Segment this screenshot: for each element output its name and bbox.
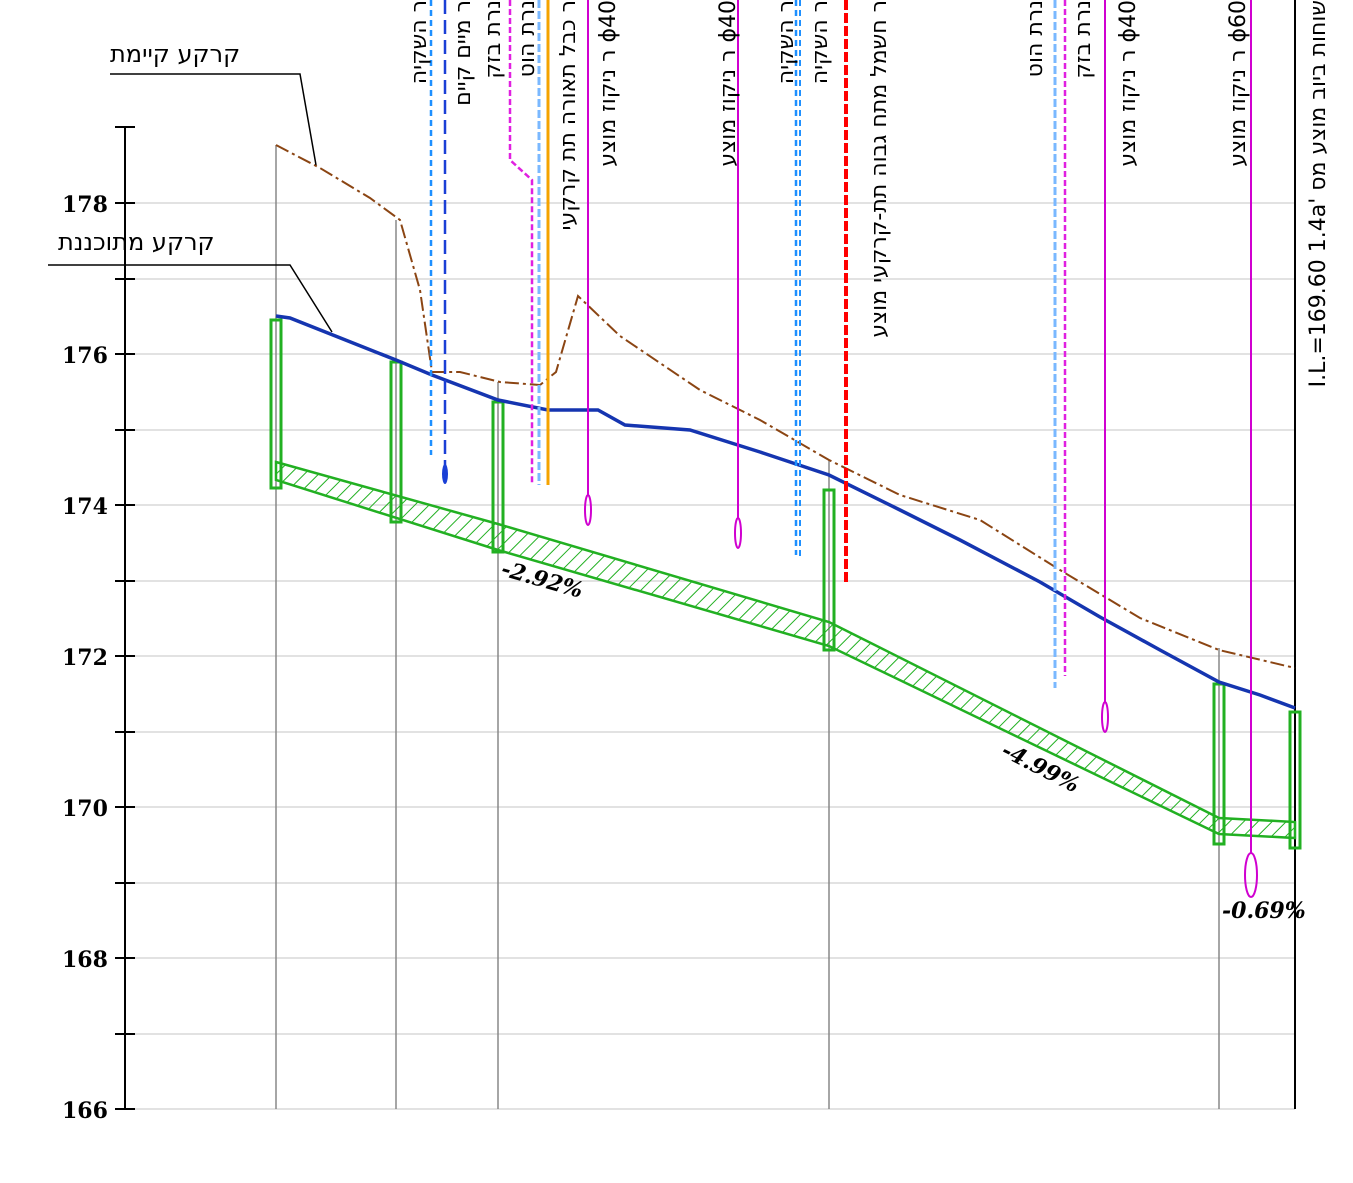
manhole: [491, 400, 505, 554]
ground-labels: קרקע קיימת קרקע מתוכננת: [48, 40, 333, 333]
crossing-label: ר חשמל מתח גבוה תת-קרקעי מוצע: [867, 0, 892, 338]
leader-line: [110, 73, 317, 166]
crossing-line: [508, 0, 534, 485]
crossing-label: ר ניקוז מוצע ϕ60: [1226, 0, 1251, 167]
slope-labels: -2.92% -4.99% -0.69%: [498, 556, 1305, 924]
pipe-section-icon: [442, 464, 448, 484]
pipe-section-icon: [1101, 701, 1109, 733]
crossing-label: ר כבל תאורה תת קרקעי: [556, 0, 581, 230]
crossing-label: ר השקיה: [808, 0, 833, 84]
manhole: [1288, 710, 1302, 850]
crossing-labels: ר השקיה ר מיים קיים נרת בזק נרת הוט ר כב…: [407, 0, 1331, 387]
tick-label: 176: [62, 343, 108, 369]
crossing-label: ר ניקוז מוצע ϕ40: [596, 0, 621, 167]
slope-label: -0.69%: [1222, 898, 1306, 924]
pipe-section-icon: [734, 517, 742, 549]
crossing-label: ר ניקוז מוצע ϕ40: [1116, 0, 1141, 167]
grid-lines: [115, 202, 1295, 1110]
manhole: [269, 318, 283, 490]
crossing-label: ר מיים קיים: [451, 0, 476, 106]
crossing-lines: [429, 0, 1258, 898]
crossing-label: ר השקיה: [407, 0, 432, 84]
tick-label: 172: [62, 645, 108, 671]
manhole: [822, 488, 836, 652]
tick-label: 170: [62, 796, 108, 822]
leader-line: [48, 264, 333, 333]
station-lines: [275, 0, 1296, 1109]
tick-label: 174: [62, 494, 108, 520]
crossing-label: ר ניקוז מוצע ϕ40: [716, 0, 741, 167]
tick-label: 178: [62, 192, 108, 218]
pipe-section-icon: [584, 494, 592, 526]
tick-label: 168: [62, 947, 108, 973]
manhole: [1212, 682, 1226, 846]
existing-ground-line: [275, 144, 1296, 669]
planned-ground-label: קרקע מתוכננת: [58, 228, 215, 256]
manhole: [389, 360, 403, 524]
proposed-pipe: [269, 318, 1302, 850]
manhole-annotation: I.L.=169.60 1.4a' שוחות ביוב מוצע מס: [1306, 0, 1331, 387]
existing-ground-label: קרקע קיימת: [110, 40, 240, 68]
pipe-section-icon: [1244, 852, 1258, 898]
tick-label: 166: [62, 1098, 108, 1124]
crossing-label: ר השקיה: [774, 0, 799, 84]
crossing-label: נרת בזק: [1071, 0, 1096, 79]
y-tick-labels: 178 176 174 172 170 168 166: [62, 192, 108, 1124]
crossing-label: נרת בזק: [481, 0, 506, 79]
crossing-label: נרת הוט: [1023, 0, 1048, 77]
crossing-label: נרת הוט: [515, 0, 540, 77]
y-axis: [115, 126, 135, 1110]
